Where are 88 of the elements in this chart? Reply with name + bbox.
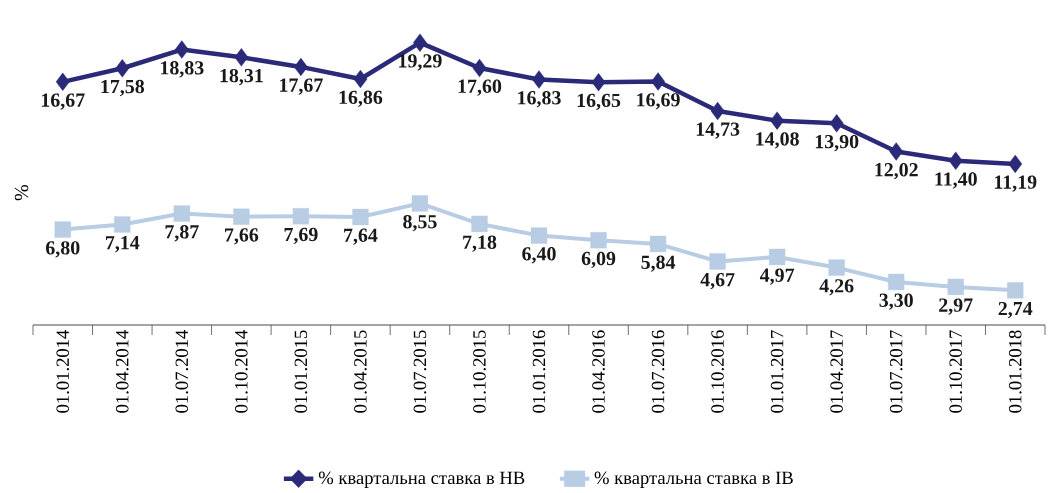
data-label: 6,80 — [46, 241, 80, 258]
x-tick-label: 01.04.2015 — [354, 330, 367, 413]
data-label: 6,40 — [522, 247, 556, 264]
data-label: 18,83 — [161, 61, 204, 78]
point — [114, 216, 131, 233]
data-label: 14,73 — [696, 122, 740, 139]
point — [472, 58, 487, 78]
data-label: 7,14 — [106, 236, 140, 253]
point — [591, 73, 606, 92]
data-label: 16,67 — [41, 93, 85, 110]
point — [471, 215, 488, 233]
data-label: 7,87 — [165, 225, 199, 242]
data-label: 16,69 — [637, 93, 680, 110]
point — [233, 208, 250, 225]
data-label: 17,58 — [101, 79, 145, 97]
point — [888, 273, 905, 291]
data-label: 7,18 — [463, 235, 497, 252]
data-label: 17,67 — [280, 78, 323, 95]
data-label: 13,90 — [815, 134, 859, 152]
point — [768, 248, 786, 266]
point — [54, 221, 71, 238]
data-label: 7,66 — [225, 228, 259, 245]
legend-label: % квартальна ставка в ІВ — [594, 471, 793, 488]
data-label: 5,84 — [641, 255, 676, 272]
x-tick-label: 01.10.2016 — [711, 330, 724, 413]
point — [1007, 282, 1024, 299]
x-tick-label: 01.01.2014 — [56, 329, 70, 413]
data-label: 14,08 — [756, 132, 799, 149]
x-tick-label: 01.01.2016 — [532, 330, 546, 413]
x-tick-label: 01.01.2017 — [770, 330, 784, 413]
x-tick-label: 01.04.2016 — [592, 330, 605, 413]
y-axis-title: % — [14, 185, 29, 201]
data-label: 16,86 — [339, 90, 383, 107]
x-tick-label: 01.07.2017 — [889, 330, 903, 413]
point — [770, 111, 785, 130]
data-label: 16,65 — [577, 93, 621, 111]
point — [828, 259, 845, 276]
point — [651, 72, 665, 91]
point — [115, 59, 130, 78]
point — [829, 114, 844, 133]
data-label: 18,31 — [220, 68, 263, 86]
x-tick-label: 01.10.2014 — [235, 329, 248, 413]
x-tick-label: 01.01.2018 — [1008, 330, 1022, 413]
data-label: 4,97 — [759, 268, 795, 285]
point — [709, 253, 726, 270]
data-label: 2,97 — [939, 298, 973, 315]
point — [55, 72, 70, 92]
point — [352, 208, 369, 226]
point — [174, 40, 189, 59]
point — [710, 101, 725, 121]
point — [411, 195, 429, 212]
x-tick-label: 01.07.2014 — [175, 329, 189, 413]
data-label: 11,40 — [935, 172, 977, 189]
point — [294, 57, 308, 77]
point — [353, 69, 368, 89]
point — [947, 278, 964, 296]
data-label: 8,55 — [403, 214, 437, 232]
point — [234, 48, 249, 67]
data-label: 17,60 — [458, 79, 502, 96]
point — [948, 151, 963, 170]
point — [1008, 154, 1023, 174]
data-label: 6,09 — [581, 251, 616, 269]
data-label: 19,29 — [399, 54, 442, 71]
point — [590, 232, 607, 249]
point — [413, 33, 427, 52]
x-tick-label: 01.04.2014 — [115, 329, 129, 413]
point — [173, 205, 190, 222]
x-tick-label: 01.07.2015 — [413, 330, 427, 413]
data-label: 16,83 — [518, 91, 561, 108]
legend-label: % квартальна ставка в НВ — [318, 471, 525, 488]
x-tick-label: 01.10.2015 — [473, 330, 486, 413]
x-tick-label: 01.07.2016 — [651, 330, 665, 413]
data-label: 2,74 — [998, 301, 1033, 319]
x-tick-label: 01.01.2015 — [294, 330, 308, 413]
point — [889, 142, 904, 161]
point — [649, 235, 667, 253]
data-label: 4,67 — [700, 273, 735, 290]
point — [530, 227, 548, 244]
data-label: 7,69 — [284, 227, 318, 245]
data-label: 4,26 — [819, 279, 854, 296]
data-label: 11,19 — [994, 175, 1037, 192]
data-label: 7,64 — [344, 228, 378, 245]
point — [292, 208, 310, 225]
x-tick-label: 01.10.2017 — [949, 330, 963, 413]
x-tick-label: 01.04.2017 — [830, 330, 843, 413]
data-label: 3,30 — [879, 293, 913, 310]
point — [532, 70, 546, 89]
data-label: 12,02 — [875, 163, 918, 180]
